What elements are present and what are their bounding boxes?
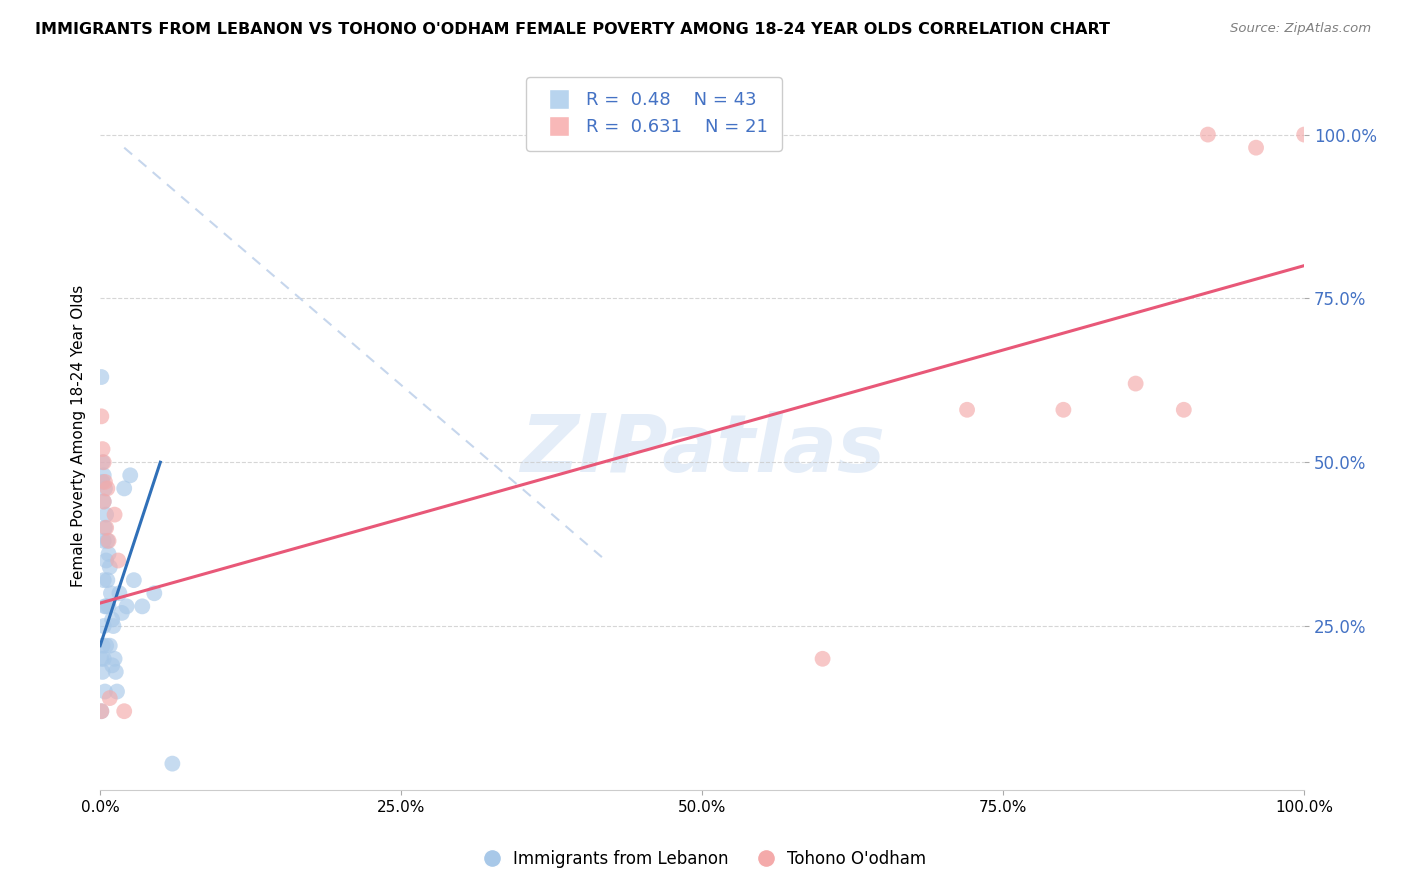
Y-axis label: Female Poverty Among 18-24 Year Olds: Female Poverty Among 18-24 Year Olds (72, 285, 86, 587)
Point (93, 494, 115, 508)
Point (91, 639, 114, 653)
Point (96, 533, 118, 548)
Point (90, 704, 112, 718)
Point (1173, 402, 1195, 417)
Point (91, 442, 114, 456)
Point (1244, 141, 1267, 155)
Legend: R =  0.48    N = 43, R =  0.631    N = 21: R = 0.48 N = 43, R = 0.631 N = 21 (526, 77, 782, 151)
Point (96, 482, 118, 496)
Point (91, 475, 114, 489)
Point (91, 455, 114, 469)
Point (98, 560, 121, 574)
Point (112, 704, 135, 718)
Text: Source: ZipAtlas.com: Source: ZipAtlas.com (1230, 22, 1371, 36)
Point (91, 665, 114, 679)
Legend: Immigrants from Lebanon, Tohono O'odham: Immigrants from Lebanon, Tohono O'odham (474, 844, 932, 875)
Point (94, 599, 117, 614)
Point (103, 619, 125, 633)
Point (93, 468, 115, 483)
Point (115, 599, 138, 614)
Point (93, 494, 115, 508)
Point (93, 619, 115, 633)
Point (100, 586, 122, 600)
Point (103, 652, 125, 666)
Point (101, 658, 124, 673)
Point (105, 684, 128, 698)
Point (1294, 128, 1316, 142)
Point (108, 586, 131, 600)
Point (97, 599, 120, 614)
Point (94, 508, 117, 522)
Point (94, 475, 117, 489)
Point (94, 684, 117, 698)
Point (956, 402, 979, 417)
Point (94, 521, 117, 535)
Point (98, 639, 121, 653)
Point (94, 553, 117, 567)
Point (120, 468, 142, 483)
Point (93, 573, 115, 587)
Point (103, 508, 125, 522)
Text: IMMIGRANTS FROM LEBANON VS TOHONO O'ODHAM FEMALE POVERTY AMONG 18-24 YEAR OLDS C: IMMIGRANTS FROM LEBANON VS TOHONO O'ODHA… (35, 22, 1111, 37)
Point (107, 553, 129, 567)
Point (94, 639, 117, 653)
Point (101, 612, 124, 626)
Point (131, 599, 153, 614)
Point (143, 586, 166, 600)
Point (1125, 376, 1147, 391)
Point (97, 533, 120, 548)
Point (90, 704, 112, 718)
Point (112, 482, 135, 496)
Point (1052, 402, 1074, 417)
Point (1197, 128, 1219, 142)
Point (94, 599, 117, 614)
Point (111, 606, 134, 620)
Text: ZIPatlas: ZIPatlas (520, 411, 884, 489)
Point (90, 652, 112, 666)
Point (122, 573, 145, 587)
Point (104, 665, 127, 679)
Point (93, 533, 115, 548)
Point (93, 652, 115, 666)
Point (162, 756, 184, 771)
Point (93, 455, 115, 469)
Point (94, 482, 117, 496)
Point (90, 370, 112, 384)
Point (98, 691, 121, 706)
Point (811, 652, 834, 666)
Point (94, 521, 117, 535)
Point (96, 573, 118, 587)
Point (97, 547, 120, 561)
Point (90, 409, 112, 424)
